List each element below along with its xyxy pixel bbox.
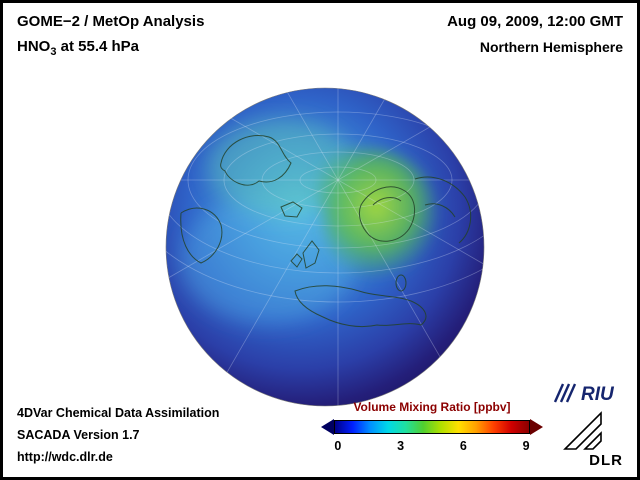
header-left: GOME−2 / MetOp Analysis HNO3 at 55.4 hPa bbox=[17, 13, 204, 58]
dlr-logo bbox=[563, 411, 602, 450]
dlr-wing-upper bbox=[563, 411, 602, 450]
graticule bbox=[166, 88, 484, 406]
tick-6: 6 bbox=[459, 439, 467, 453]
tick-9: 9 bbox=[522, 439, 530, 453]
colorbar: Volume Mixing Ratio [ppbv] 0 3 6 9 bbox=[321, 400, 543, 457]
region-label: Northern Hemisphere bbox=[479, 39, 623, 55]
colorbar-row bbox=[321, 419, 543, 435]
tick-0: 0 bbox=[334, 439, 342, 453]
header-right: Aug 09, 2009, 12:00 GMT Northern Hemisph… bbox=[447, 13, 623, 55]
species-subscript: 3 bbox=[50, 46, 57, 58]
dlr-wing-lower bbox=[583, 431, 602, 450]
species-line: HNO3 at 55.4 hPa bbox=[17, 38, 204, 58]
hno3-maximum-patch bbox=[316, 147, 437, 279]
coastlines bbox=[180, 135, 472, 328]
tick-3: 3 bbox=[397, 439, 405, 453]
riu-logo: RIU bbox=[553, 383, 615, 405]
footer-credits: 4DVar Chemical Data Assimilation SACADA … bbox=[17, 402, 219, 468]
pressure-level: at 55.4 hPa bbox=[56, 38, 140, 55]
dlr-label: DLR bbox=[589, 452, 623, 469]
riu-label: RIU bbox=[581, 384, 615, 405]
colorbar-right-arrow bbox=[530, 419, 543, 435]
url-label: http://wdc.dlr.de bbox=[17, 450, 113, 464]
riu-hatch-lines bbox=[553, 383, 577, 403]
colorbar-gradient bbox=[334, 420, 530, 434]
datetime-label: Aug 09, 2009, 12:00 GMT bbox=[447, 13, 623, 30]
version-label: SACADA Version 1.7 bbox=[17, 428, 140, 442]
colorbar-title: Volume Mixing Ratio [ppbv] bbox=[353, 400, 511, 414]
globe-map bbox=[165, 87, 485, 407]
assimilation-label: 4DVar Chemical Data Assimilation bbox=[17, 406, 220, 420]
cool-cyan-wash bbox=[180, 196, 356, 324]
colorbar-ticks: 0 3 6 9 bbox=[334, 437, 530, 457]
figure-title: GOME−2 / MetOp Analysis bbox=[17, 13, 205, 30]
species-name: HNO bbox=[17, 38, 51, 55]
colorbar-left-arrow bbox=[321, 419, 334, 435]
